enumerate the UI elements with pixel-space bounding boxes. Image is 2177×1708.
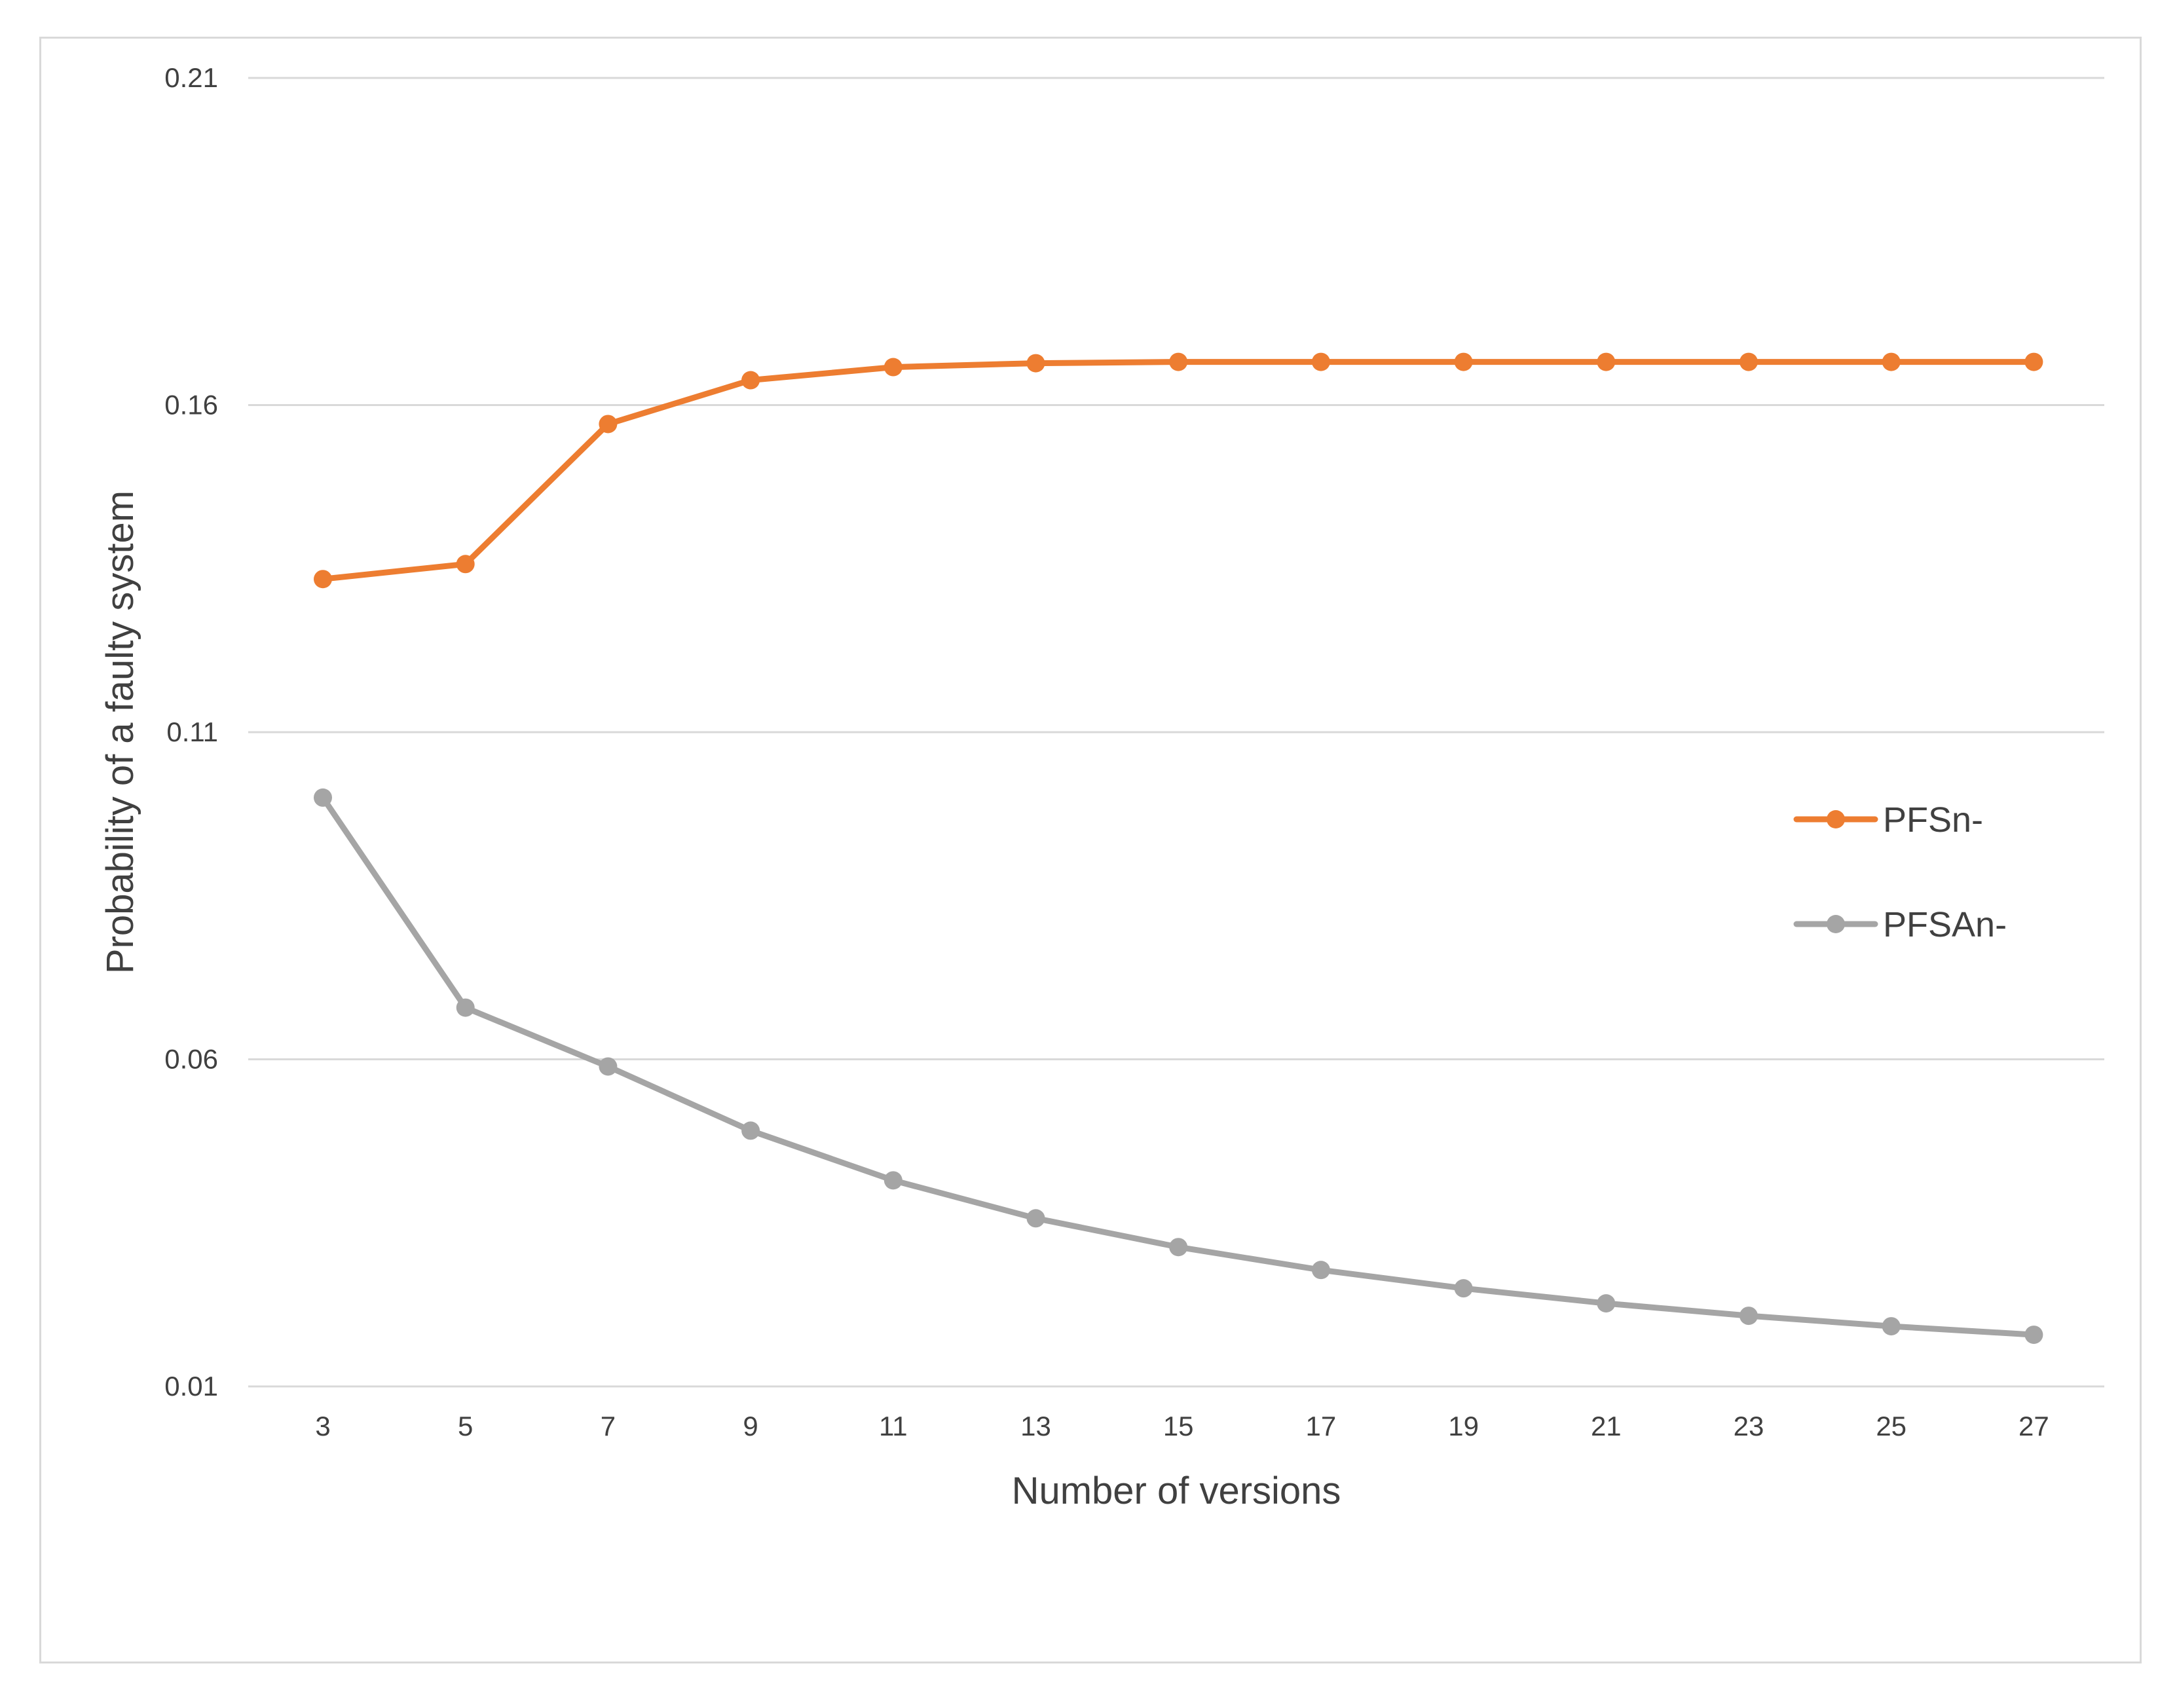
x-tick-label: 9 [743,1411,758,1441]
x-tick-label: 7 [601,1411,616,1441]
legend: PFSn- PFSAn- [1793,800,2007,944]
y-tick-label: 0.01 [164,1371,218,1402]
x-tick-label: 21 [1591,1411,1622,1441]
chart-frame: 0.01 0.06 0.11 0.16 0.21 3 5 7 9 11 13 15 17 19 21 23 2… [39,37,2142,1663]
data-point [884,1171,902,1190]
y-tick-label: 0.06 [164,1044,218,1075]
data-point [1882,1317,1901,1336]
y-tick-label: 0.21 [164,62,218,93]
series-pfsan [314,788,2043,1345]
data-point [1169,352,1188,371]
series-pfsn [314,352,2043,589]
legend-label: PFSn- [1883,800,1983,840]
data-point [1454,352,1473,371]
data-point [741,1121,760,1140]
data-point [1740,352,1758,371]
data-point [1026,354,1045,373]
data-point [741,371,760,390]
legend-item: PFSn- [1793,800,1983,840]
x-tick-label: 27 [2019,1411,2049,1441]
data-point [1597,1294,1616,1313]
data-point [2024,1326,2043,1345]
data-point [1169,1238,1188,1257]
data-point [1311,1261,1330,1280]
x-axis-title: Number of versions [1012,1470,1341,1512]
data-point [314,570,332,589]
data-point [884,358,902,377]
x-tick-label: 15 [1163,1411,1194,1441]
x-tick-label: 5 [458,1411,473,1441]
x-tick-label: 11 [879,1411,908,1441]
y-axis-title: Probability of a faulty system [99,491,141,974]
y-axis-ticks: 0.01 0.06 0.11 0.16 0.21 [164,62,218,1402]
legend-item: PFSAn- [1793,905,2007,944]
data-point [1454,1279,1473,1298]
series-lines [314,352,2043,1345]
x-axis-ticks: 3 5 7 9 11 13 15 17 19 21 23 25 27 [315,1411,2049,1441]
legend-label: PFSAn- [1883,905,2007,944]
x-tick-label: 17 [1306,1411,1337,1441]
legend-swatch-marker [1827,915,1845,933]
data-point [456,998,475,1017]
data-point [314,788,332,807]
series-line [320,359,2037,582]
data-point [456,555,475,574]
data-point [2024,352,2043,371]
data-point [1882,352,1901,371]
x-tick-label: 25 [1876,1411,1907,1441]
legend-swatch-marker [1827,810,1845,828]
data-point [1311,352,1330,371]
data-point [1740,1307,1758,1326]
x-tick-label: 23 [1734,1411,1764,1441]
gridlines [248,77,2104,1388]
line-chart: 0.01 0.06 0.11 0.16 0.21 3 5 7 9 11 13 15 17 19 21 23 2… [99,62,2104,1512]
x-tick-label: 19 [1448,1411,1479,1441]
data-point [599,415,618,434]
y-tick-label: 0.16 [164,390,218,420]
data-point [599,1057,618,1076]
data-point [1597,352,1616,371]
y-tick-label: 0.11 [166,716,218,747]
x-tick-label: 13 [1020,1411,1051,1441]
data-point [1026,1209,1045,1228]
x-tick-label: 3 [315,1411,330,1441]
